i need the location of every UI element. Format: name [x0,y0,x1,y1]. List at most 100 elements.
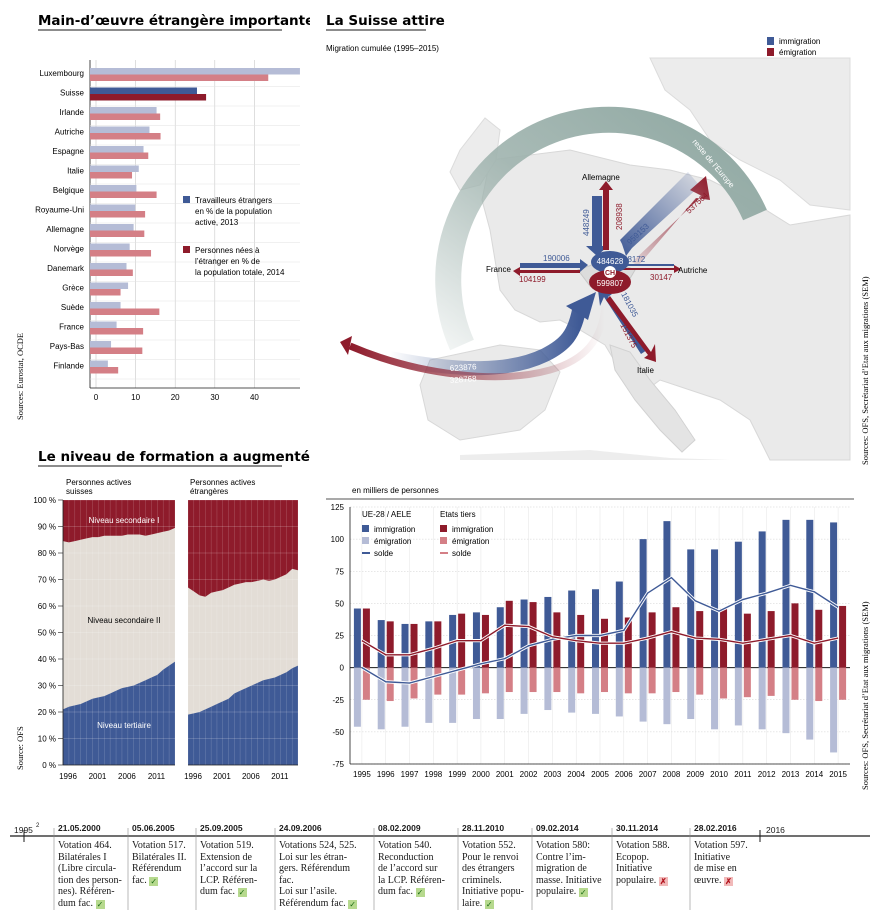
bar-foreign-born [90,74,269,81]
bar-eu-immigration [544,596,552,668]
accepted-check-icon: ✓ [95,899,105,909]
panel3-title: Le niveau de formation a augmenté [38,449,310,465]
flow-arrows [340,172,710,381]
panel3-areas [62,499,299,766]
bar-third-immigration [505,600,513,668]
level-tert-label: Niveau tertiaire [97,721,151,730]
area-tertiary [188,665,298,765]
timeline-event-line-text: Référendum [132,863,182,874]
legend-workers-line2: en % de la population [195,207,272,216]
panel4-x-tick: 2013 [782,770,800,779]
timeline-event-text: Votation 519. Extension de l’accord sur la… [200,840,257,898]
timeline-end: 2016 [766,825,785,835]
timeline-event-date: 08.02.2009 [378,823,421,833]
bar-foreign-born [90,367,119,374]
timeline-event-line-text: (Libre circula- [58,863,117,874]
bar-third-immigration [672,607,680,668]
accepted-check-icon: ✓ [578,888,588,897]
legend-eu-solde: solde [374,549,394,558]
bar-third-immigration [386,621,394,668]
panel3-x-tick: 1996 [184,772,202,781]
bar-third-emigration [553,667,561,693]
bar-third-immigration [743,613,751,668]
panel4-x-tick: 2001 [496,770,514,779]
panel1-category-label: France [59,323,84,332]
bar-foreign-workers [90,360,108,367]
accepted-check-icon: ✓ [484,899,494,909]
panel1-category-label: Finlande [53,362,84,371]
ch-node-emi-value: 599807 [597,279,624,288]
bar-eu-immigration [615,581,623,668]
flow-world-emi: 328768 [450,374,478,385]
arrow-europe-emi [632,176,710,266]
legend-third-emi: émigration [452,537,489,546]
panel1-x-ticks: 0 10 20 30 40 [94,393,260,402]
panel3-x-tick: 2011 [148,772,166,781]
panel1-bars [90,68,300,374]
panel3-y-tick: 10 % [38,735,56,744]
timeline-event-line-text: masse. Initiative [536,874,602,886]
flow-world-imm: 623876 [450,362,478,373]
foreign-label-line2: étrangères [190,487,228,496]
timeline-event-line-text: Reconduction [378,851,434,863]
rest-of-europe-ring [435,106,767,351]
panel1-category-label: Royaume-Uni [35,206,84,215]
panel1-category-label: Norvège [54,245,85,254]
arrow-italy-imm [598,290,647,354]
legend-workers-line3: active, 2013 [195,218,239,227]
bar-third-emigration [362,667,370,700]
accepted-check-icon: ✓ [237,888,247,897]
arrow-france-emi [520,270,580,273]
bar-eu-immigration [782,519,790,668]
panel4-x-tick: 1999 [448,770,466,779]
bar-eu-emigration [401,667,409,727]
timeline-event-line-text: nes). Référen- [58,886,115,897]
panel4-x-tick: 2015 [829,770,847,779]
bar-foreign-born [90,230,145,237]
bar-third-emigration [767,667,775,696]
timeline-event-line-text: dum fac. ✓ [378,886,425,897]
panel1-category-label: Espagne [52,147,84,156]
bar-eu-emigration [472,667,480,720]
bar-third-emigration [601,667,608,693]
bar-eu-immigration [592,589,599,668]
bar-foreign-born [90,347,143,354]
panel1-category-label: Irlande [60,108,85,117]
map-land-north [649,57,851,211]
bar-foreign-workers [90,321,117,328]
panel4-y-tick: -75 [332,760,344,769]
ch-node-imm [591,251,629,273]
timeline-event-line-text: dum fac. ✓ [58,897,105,909]
panel3-y-tick: 100 % [33,496,56,505]
timeline-event-line-text: de mise en [694,863,737,874]
panel4-x-tick: 2009 [686,770,704,779]
bar-third-emigration [577,667,585,694]
bar-eu-emigration [711,667,719,730]
panel4-source: Sources: OFS, Secrétariat d’Etat aux mig… [860,601,870,790]
bar-third-emigration [815,667,823,702]
level-sec2-label: Niveau secondaire II [88,616,161,625]
timeline-event-line-text: populaire. ✓ [536,886,588,897]
timeline-event-line-text: fac. [279,874,294,886]
bar-third-emigration [672,667,680,693]
panel-foreign-workforce: Main-d’œuvre étrangère importante Luxemb… [15,13,310,420]
bar-foreign-workers [90,68,300,75]
panel4-x-tick: 1997 [401,770,419,779]
panel3-x-tick: 2001 [89,772,107,781]
bar-eu-emigration [496,667,504,720]
panel1-category-label: Suisse [60,89,85,98]
bar-eu-emigration [425,667,433,723]
panel1-grid [89,60,300,389]
bar-third-emigration [743,667,751,698]
bar-eu-emigration [568,667,576,713]
legend-emi-label: émigration [779,48,816,57]
panel3-y-tick: 80 % [38,549,56,558]
bar-foreign-workers [90,87,197,94]
bar-foreign-workers [90,243,130,250]
arrow-germany-emi [603,188,609,250]
timeline-start: 1995 [14,825,33,835]
bar-eu-immigration [734,541,742,668]
legend-third-solde: solde [452,549,472,558]
timeline-event-date: 21.05.2000 [58,823,101,833]
panel1-source: Sources: Eurostat, OCDE [15,333,25,420]
